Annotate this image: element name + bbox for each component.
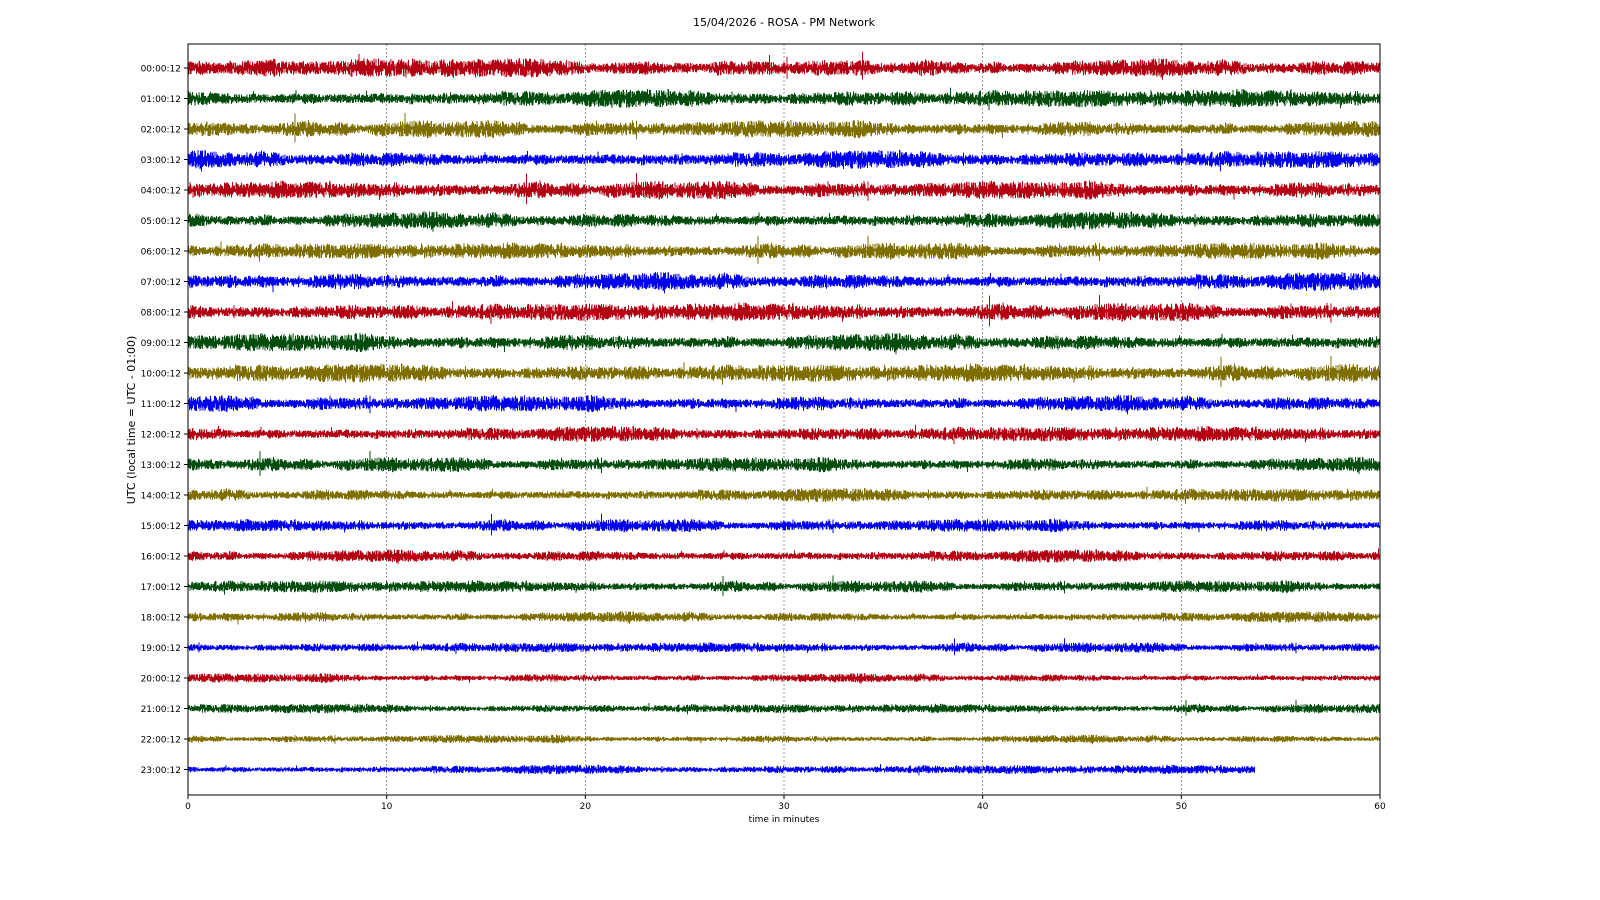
x-tick-label: 40 xyxy=(977,802,989,812)
x-tick-label: 60 xyxy=(1374,802,1386,812)
y-tick-label: 04:00:12 xyxy=(141,187,181,197)
y-tick-label: 23:00:12 xyxy=(141,766,181,776)
y-tick-label: 18:00:12 xyxy=(141,614,181,624)
y-tick-label: 02:00:12 xyxy=(141,126,181,136)
x-tick-label: 10 xyxy=(381,802,393,812)
trace-line xyxy=(187,235,1381,264)
trace-line xyxy=(187,271,1381,294)
y-tick-label: 03:00:12 xyxy=(141,156,181,166)
y-tick-label: 08:00:12 xyxy=(141,309,181,319)
y-tick-label: 14:00:12 xyxy=(141,492,181,502)
y-tick-label: 20:00:12 xyxy=(141,675,181,685)
y-tick-label: 01:00:12 xyxy=(141,95,181,105)
y-tick-label: 16:00:12 xyxy=(141,553,181,563)
y-tick-label: 19:00:12 xyxy=(141,644,181,654)
y-tick-label: 21:00:12 xyxy=(141,705,181,715)
y-tick-label: 07:00:12 xyxy=(141,278,181,288)
y-tick-label: 22:00:12 xyxy=(141,736,181,746)
x-axis: 0 10 20 30 40 50 60 xyxy=(185,795,1386,812)
x-axis-label: time in minutes xyxy=(749,815,820,825)
x-tick-label: 30 xyxy=(778,802,790,812)
y-tick-label: 17:00:12 xyxy=(141,583,181,593)
y-tick-label: 09:00:12 xyxy=(141,339,181,349)
y-tick-label: 11:00:12 xyxy=(141,400,181,410)
y-tick-label: 10:00:12 xyxy=(141,370,181,380)
y-axis: 00:00:12 01:00:12 02:00:12 03:00:12 04:00:12… xyxy=(141,65,188,776)
grid-lines xyxy=(386,44,1182,795)
y-tick-label: 15:00:12 xyxy=(141,522,181,532)
y-axis-label: UTC (local time = UTC - 01:00) xyxy=(125,336,138,505)
y-tick-label: 12:00:12 xyxy=(141,431,181,441)
y-tick-label: 05:00:12 xyxy=(141,217,181,227)
chart-title: 15/04/2026 - ROSA - PM Network xyxy=(693,16,876,29)
trace-line xyxy=(187,734,1381,745)
x-tick-label: 20 xyxy=(580,802,592,812)
y-tick-label: 06:00:12 xyxy=(141,248,181,258)
trace-line xyxy=(187,87,1381,111)
trace-line xyxy=(187,673,1381,684)
y-tick-label: 13:00:12 xyxy=(141,461,181,471)
y-tick-label: 00:00:12 xyxy=(141,65,181,75)
x-tick-label: 0 xyxy=(185,802,191,812)
x-tick-label: 50 xyxy=(1176,802,1188,812)
trace-line xyxy=(187,764,1255,776)
